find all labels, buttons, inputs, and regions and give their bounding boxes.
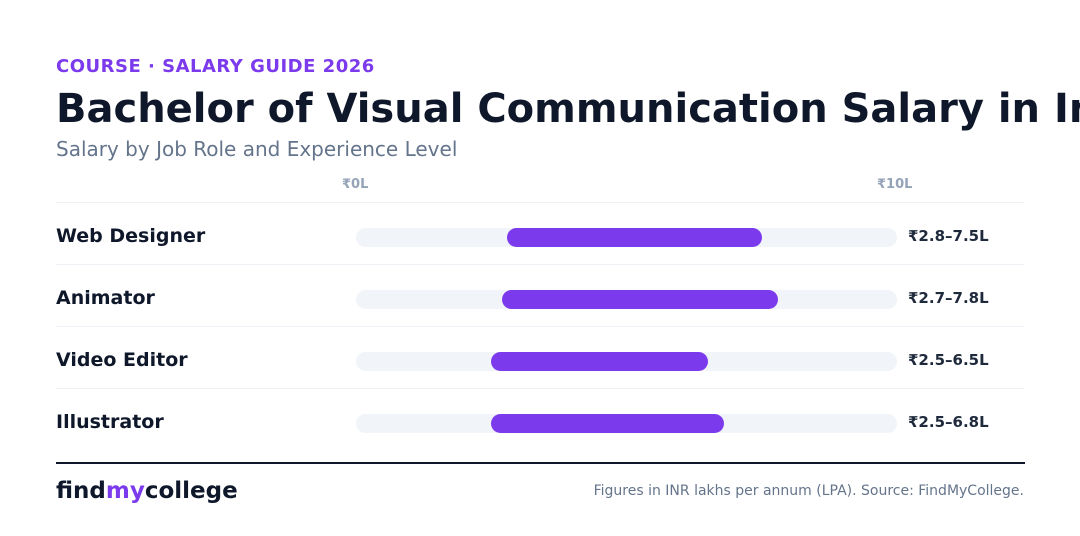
brand-logo: findmycollege	[56, 478, 238, 504]
axis-max-label: ₹10L	[877, 177, 913, 192]
bar-track	[356, 228, 897, 247]
salary-range-bar	[507, 228, 762, 247]
page-subtitle: Salary by Job Role and Experience Level	[56, 137, 458, 161]
brand-find: find	[56, 478, 106, 504]
axis-min-label: ₹0L	[342, 177, 369, 192]
title-container: Bachelor of Visual Communication Salary …	[0, 80, 1080, 140]
eyebrow-label: COURSE · SALARY GUIDE 2026	[56, 56, 375, 77]
row-divider	[56, 202, 1024, 203]
page-title: Bachelor of Visual Communication Salary …	[56, 86, 1080, 132]
bar-track	[356, 290, 897, 309]
range-label: ₹2.5–6.5L	[908, 351, 989, 369]
salary-range-bar	[491, 414, 724, 433]
brand-my: my	[105, 478, 145, 504]
brand-college: college	[144, 478, 238, 504]
row-label: Illustrator	[56, 411, 164, 433]
range-label: ₹2.7–7.8L	[908, 289, 989, 307]
salary-range-bar	[491, 352, 708, 371]
range-label: ₹2.8–7.5L	[908, 227, 989, 245]
range-label: ₹2.5–6.8L	[908, 413, 989, 431]
bar-track	[356, 414, 897, 433]
source-note: Figures in INR lakhs per annum (LPA). So…	[593, 483, 1024, 499]
row-label: Animator	[56, 287, 155, 309]
row-label: Video Editor	[56, 349, 188, 371]
row-label: Web Designer	[56, 225, 206, 247]
bar-track	[356, 352, 897, 371]
footer-rule	[56, 462, 1025, 464]
row-divider	[56, 388, 1024, 389]
salary-range-bar	[502, 290, 778, 309]
row-divider	[56, 264, 1024, 265]
row-divider	[56, 326, 1024, 327]
